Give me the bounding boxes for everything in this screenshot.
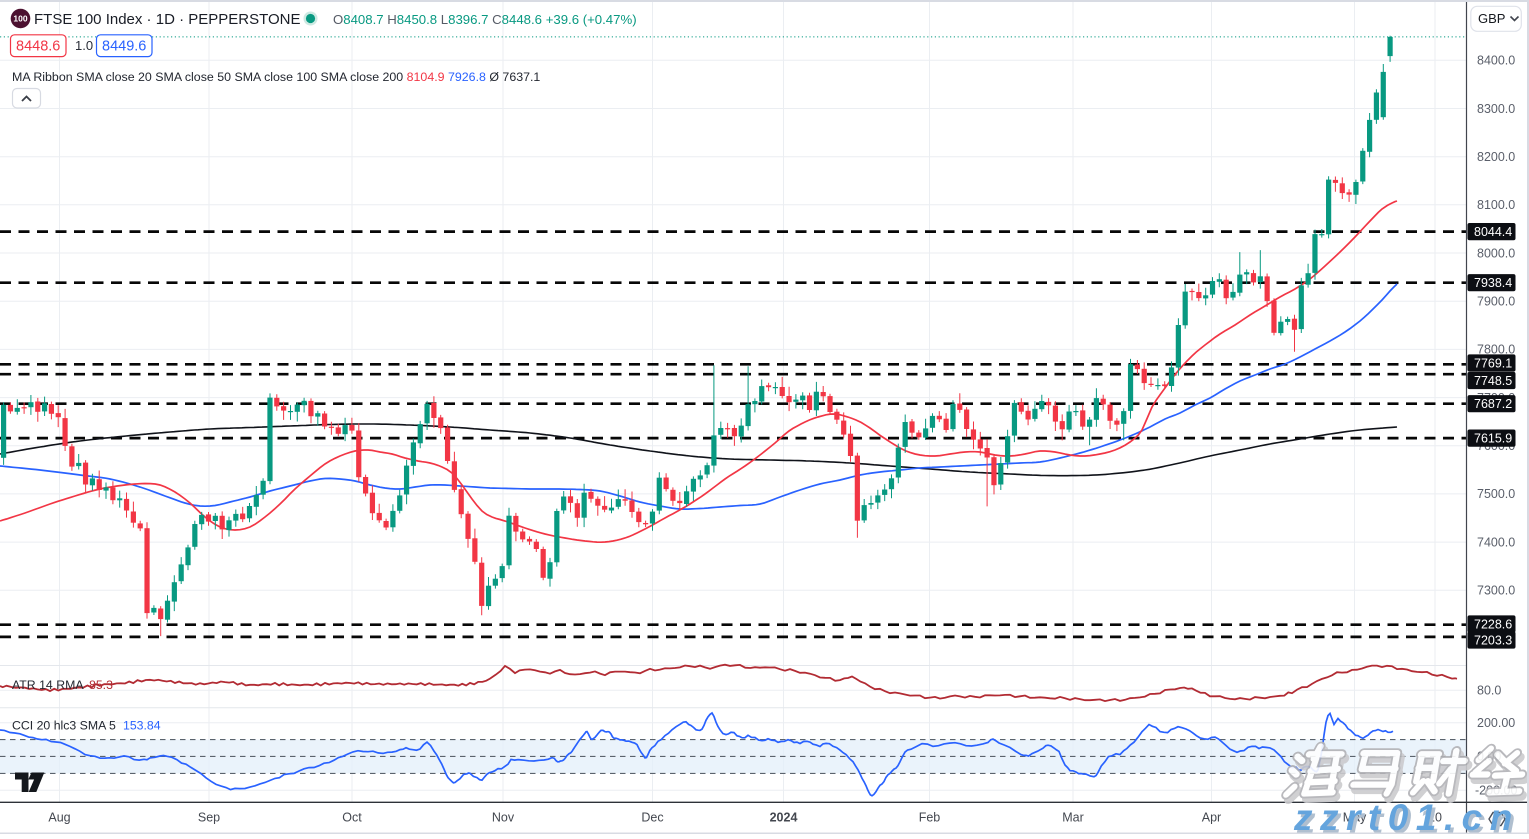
svg-text:Dec: Dec — [641, 811, 663, 825]
svg-text:7615.9: 7615.9 — [1474, 432, 1512, 446]
svg-text:7900.0: 7900.0 — [1477, 295, 1515, 309]
svg-text:8300.0: 8300.0 — [1477, 102, 1515, 116]
svg-text:8448.6: 8448.6 — [16, 39, 60, 55]
svg-text:8000.0: 8000.0 — [1477, 246, 1515, 260]
svg-text:8100.0: 8100.0 — [1477, 198, 1515, 212]
svg-text:ATR 14 RMA 85.3: ATR 14 RMA 85.3 — [12, 678, 113, 692]
svg-text:8044.4: 8044.4 — [1474, 225, 1512, 239]
svg-text:7748.5: 7748.5 — [1474, 374, 1512, 388]
svg-text:8200.0: 8200.0 — [1477, 150, 1515, 164]
svg-text:1.0: 1.0 — [75, 38, 93, 53]
svg-text:7228.6: 7228.6 — [1474, 617, 1512, 631]
svg-text:Aug: Aug — [48, 811, 70, 825]
svg-text:80.0: 80.0 — [1477, 684, 1501, 698]
svg-text:2024: 2024 — [770, 811, 798, 825]
svg-text:8400.0: 8400.0 — [1477, 54, 1515, 68]
svg-text:O8408.7 H8450.8 L8396.7 C8448.: O8408.7 H8450.8 L8396.7 C8448.6 +39.6 (+… — [333, 12, 637, 27]
svg-text:GBP: GBP — [1478, 11, 1505, 26]
svg-text:Feb: Feb — [919, 811, 941, 825]
svg-text:CCI 20 hlc3 SMA 5 153.84: CCI 20 hlc3 SMA 5 153.84 — [12, 719, 161, 733]
svg-text:7400.0: 7400.0 — [1477, 535, 1515, 549]
svg-text:Nov: Nov — [492, 811, 515, 825]
svg-text:7500.0: 7500.0 — [1477, 487, 1515, 501]
svg-text:200.00: 200.00 — [1477, 716, 1515, 730]
svg-text:7938.4: 7938.4 — [1474, 276, 1512, 290]
svg-text:8449.6: 8449.6 — [102, 39, 146, 55]
svg-text:Mar: Mar — [1062, 811, 1084, 825]
svg-text:zzrt01.cn: zzrt01.cn — [1293, 797, 1520, 834]
svg-text:Sep: Sep — [198, 811, 220, 825]
svg-text:7300.0: 7300.0 — [1477, 584, 1515, 598]
svg-text:Oct: Oct — [342, 811, 362, 825]
svg-text:MA Ribbon SMA close 20 SMA clo: MA Ribbon SMA close 20 SMA close 50 SMA … — [12, 70, 540, 84]
svg-text:100: 100 — [13, 14, 27, 24]
svg-text:7687.2: 7687.2 — [1474, 397, 1512, 411]
svg-text:FTSE 100 Index · 1D · PEPPERST: FTSE 100 Index · 1D · PEPPERSTONE — [34, 11, 300, 28]
svg-text:7203.3: 7203.3 — [1474, 633, 1512, 647]
svg-text:7769.1: 7769.1 — [1474, 356, 1512, 370]
svg-text:Apr: Apr — [1202, 811, 1221, 825]
